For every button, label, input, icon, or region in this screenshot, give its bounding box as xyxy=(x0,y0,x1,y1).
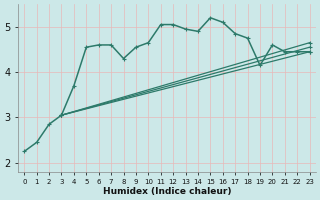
X-axis label: Humidex (Indice chaleur): Humidex (Indice chaleur) xyxy=(103,187,231,196)
